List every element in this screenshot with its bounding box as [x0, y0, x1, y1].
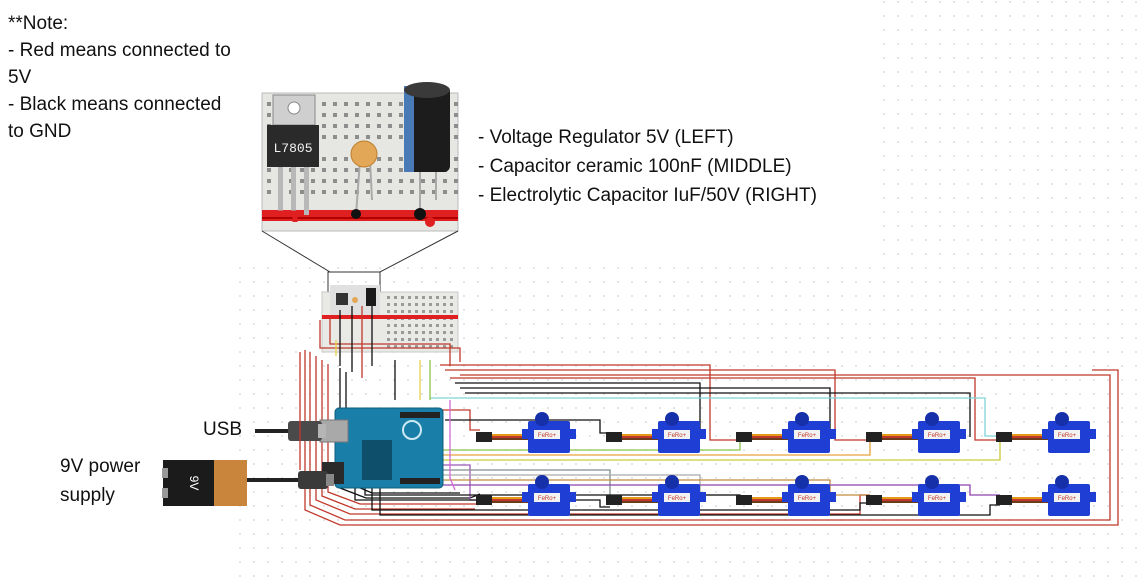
note-block: **Note: - Red means connected to 5V - Bl… — [8, 10, 231, 145]
component-regulator: - Voltage Regulator 5V (LEFT) — [478, 127, 734, 148]
servo-label: FeRo+ — [668, 496, 687, 502]
servo-motor: FeRo+ — [606, 475, 706, 516]
zoom-inset: L7805 — [261, 82, 459, 315]
note-line-3: - Black means connected — [8, 94, 222, 115]
arduino-board — [319, 407, 444, 489]
component-list: - Voltage Regulator 5V (LEFT) - Capacito… — [478, 123, 817, 210]
servo-motor: FeRo+ — [866, 412, 966, 453]
electrolytic-capacitor — [404, 82, 450, 215]
servo-label: FeRo+ — [538, 433, 557, 439]
power-cable — [245, 352, 334, 489]
servo-motor: FeRo+ — [606, 412, 706, 453]
breadboard — [321, 285, 459, 353]
power-supply-label-line-2: supply — [60, 485, 115, 506]
servo-label: FeRo+ — [538, 496, 557, 502]
servo-motor: FeRo+ — [996, 412, 1096, 453]
servo-motor: FeRo+ — [476, 412, 576, 453]
servo-label: FeRo+ — [928, 496, 947, 502]
servo-label: FeRo+ — [1058, 433, 1077, 439]
power-supply-label: 9V power supply — [60, 452, 140, 510]
ceramic-capacitor — [350, 140, 378, 216]
grid-background-top — [880, 0, 1145, 255]
servo-array: FeRo+ FeRo+ FeRo+ FeRo+ FeRo+ FeRo+ FeRo+ FeRo+… — [476, 412, 1096, 516]
servo-motor: FeRo+ — [866, 475, 966, 516]
note-line-1: - Red means connected to — [8, 40, 231, 61]
power-supply-label-line-1: 9V power — [60, 456, 141, 477]
regulator-label: L7805 — [273, 141, 312, 156]
voltage-regulator: L7805 — [267, 94, 319, 215]
usb-cable — [255, 421, 326, 441]
servo-label: FeRo+ — [798, 433, 817, 439]
component-electrolytic-cap: - Electrolytic Capacitor IuF/50V (RIGHT) — [478, 185, 817, 206]
battery-label: 9V — [187, 476, 201, 491]
servo-label: FeRo+ — [798, 496, 817, 502]
servo-motor: FeRo+ — [736, 412, 836, 453]
servo-motor: FeRo+ — [736, 475, 836, 516]
servo-label: FeRo+ — [668, 433, 687, 439]
servo-motor: FeRo+ — [476, 475, 576, 516]
servo-motor: FeRo+ — [996, 475, 1096, 516]
battery: 9V — [162, 460, 247, 506]
component-ceramic-cap: - Capacitor ceramic 100nF (MIDDLE) — [478, 156, 792, 177]
servo-label: FeRo+ — [928, 433, 947, 439]
note-line-2: 5V — [8, 67, 32, 88]
note-title: **Note: — [8, 13, 69, 34]
usb-label: USB — [203, 419, 243, 440]
note-line-4: to GND — [8, 121, 72, 142]
servo-label: FeRo+ — [1058, 496, 1077, 502]
